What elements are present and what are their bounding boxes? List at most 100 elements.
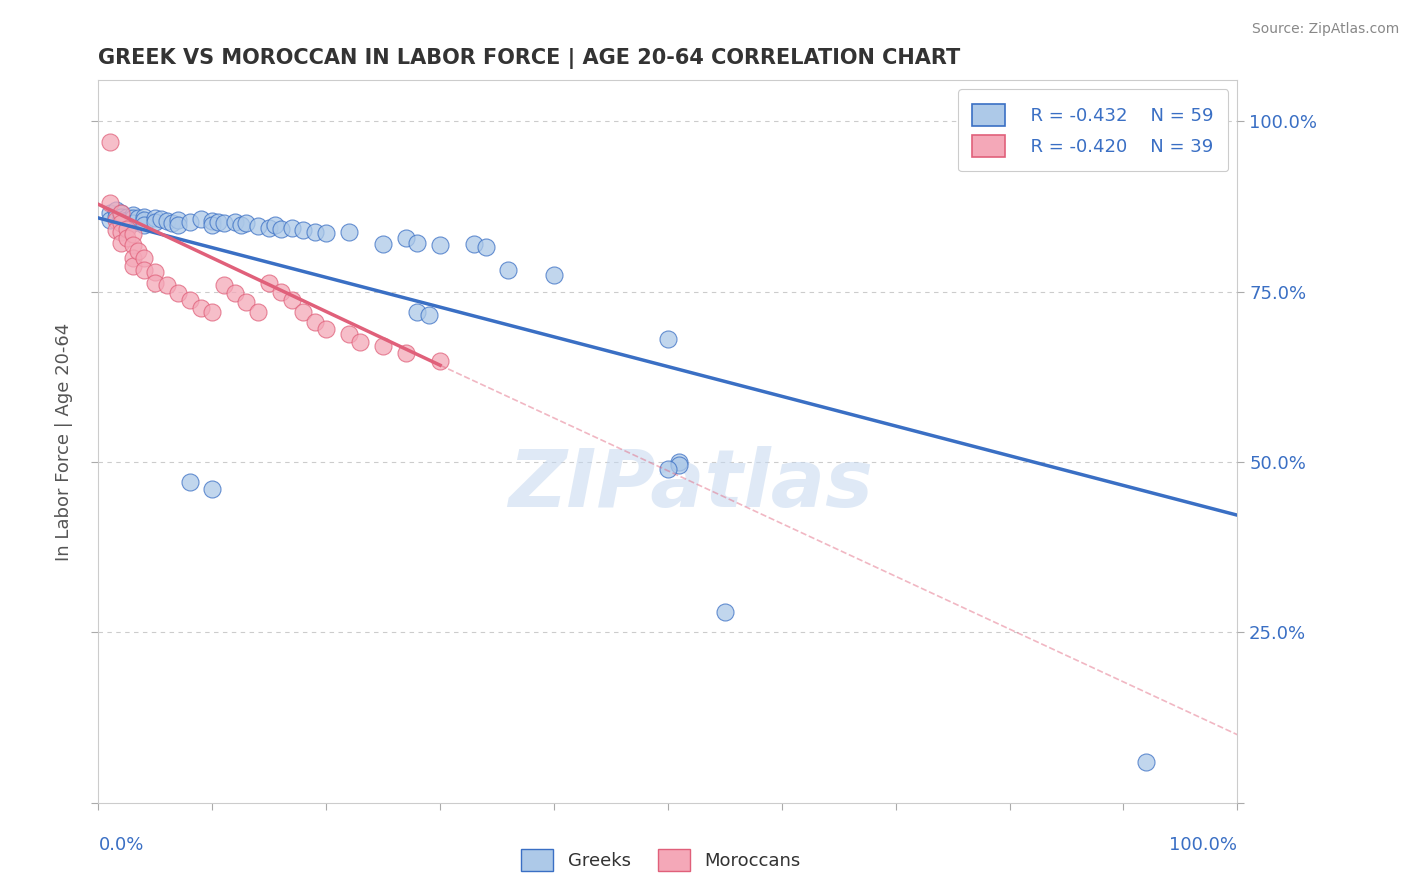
Point: [110, 206, 132, 220]
Point: [132, 210, 155, 224]
Point: [714, 605, 737, 619]
Point: [259, 220, 281, 235]
Point: [98, 213, 121, 227]
Point: [132, 213, 155, 227]
Point: [657, 332, 679, 346]
Point: [657, 462, 679, 476]
Point: [190, 212, 212, 227]
Point: [395, 231, 418, 245]
Point: [429, 238, 451, 252]
Point: [406, 235, 429, 250]
Legend:   R = -0.432    N = 59,   R = -0.420    N = 39: R = -0.432 N = 59, R = -0.420 N = 39: [957, 89, 1229, 171]
Point: [162, 216, 184, 230]
Point: [246, 305, 269, 319]
Point: [315, 322, 337, 336]
Point: [463, 236, 485, 251]
Point: [337, 326, 360, 341]
Point: [201, 305, 224, 319]
Point: [121, 251, 143, 265]
Point: [201, 213, 224, 227]
Y-axis label: In Labor Force | Age 20-64: In Labor Force | Age 20-64: [55, 322, 73, 561]
Point: [429, 354, 451, 368]
Point: [104, 223, 127, 237]
Point: [246, 219, 269, 234]
Point: [145, 215, 167, 229]
Point: [315, 226, 337, 240]
Point: [110, 216, 132, 230]
Point: [132, 218, 155, 232]
Point: [110, 213, 132, 227]
Point: [281, 293, 304, 307]
Point: [121, 238, 143, 252]
Point: [104, 202, 127, 217]
Point: [235, 216, 257, 230]
Text: GREEK VS MOROCCAN IN LABOR FORCE | AGE 20-64 CORRELATION CHART: GREEK VS MOROCCAN IN LABOR FORCE | AGE 2…: [98, 47, 960, 69]
Point: [121, 211, 143, 225]
Point: [167, 285, 190, 300]
Point: [127, 244, 149, 258]
Point: [304, 225, 326, 239]
Point: [229, 218, 252, 232]
Point: [201, 218, 224, 232]
Point: [235, 295, 257, 310]
Point: [371, 236, 394, 251]
Legend: Greeks, Moroccans: Greeks, Moroccans: [513, 842, 808, 879]
Point: [115, 222, 138, 236]
Point: [179, 293, 201, 307]
Point: [281, 220, 304, 235]
Point: [668, 458, 690, 473]
Point: [104, 213, 127, 227]
Point: [395, 346, 418, 360]
Point: [110, 210, 132, 224]
Point: [259, 277, 281, 291]
Point: [406, 305, 429, 319]
Point: [121, 259, 143, 273]
Point: [543, 268, 565, 282]
Point: [150, 212, 173, 227]
Point: [98, 135, 121, 149]
Point: [127, 211, 149, 225]
Point: [224, 285, 246, 300]
Point: [156, 213, 179, 227]
Point: [292, 223, 315, 237]
Point: [1135, 755, 1157, 769]
Point: [156, 277, 179, 292]
Point: [167, 218, 190, 232]
Point: [292, 305, 315, 319]
Text: 100.0%: 100.0%: [1170, 836, 1237, 854]
Point: [337, 225, 360, 239]
Point: [224, 215, 246, 229]
Point: [270, 222, 292, 236]
Point: [207, 215, 229, 229]
Point: [121, 208, 143, 222]
Point: [304, 315, 326, 329]
Point: [474, 240, 496, 254]
Point: [145, 211, 167, 225]
Point: [212, 216, 235, 230]
Point: [132, 262, 155, 277]
Text: ZIPatlas: ZIPatlas: [508, 446, 873, 524]
Point: [110, 225, 132, 239]
Point: [418, 309, 440, 323]
Point: [201, 482, 224, 496]
Text: 0.0%: 0.0%: [98, 836, 143, 854]
Point: [121, 216, 143, 230]
Point: [145, 277, 167, 291]
Point: [270, 285, 292, 299]
Point: [668, 455, 690, 469]
Point: [121, 227, 143, 242]
Point: [212, 277, 235, 292]
Point: [104, 210, 127, 224]
Point: [145, 265, 167, 279]
Point: [371, 339, 394, 353]
Point: [115, 213, 138, 227]
Point: [179, 475, 201, 490]
Point: [98, 206, 121, 220]
Point: [115, 231, 138, 245]
Point: [110, 206, 132, 220]
Point: [498, 262, 520, 277]
Point: [132, 251, 155, 265]
Point: [167, 213, 190, 227]
Point: [179, 215, 201, 229]
Point: [98, 196, 121, 211]
